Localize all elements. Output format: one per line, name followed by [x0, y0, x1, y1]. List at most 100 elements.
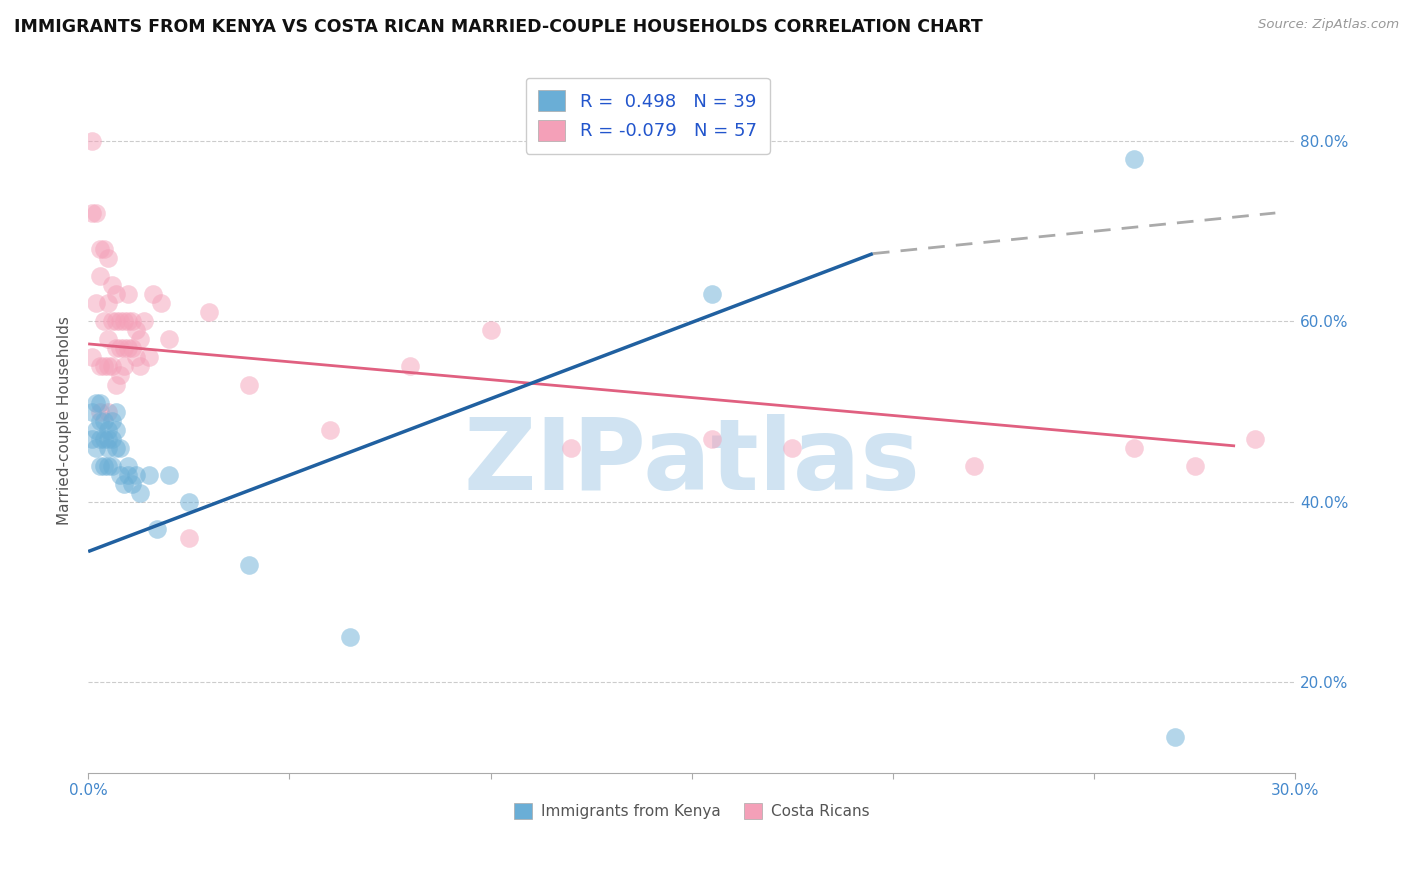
Point	[101, 458, 124, 473]
Point	[1123, 152, 1146, 166]
Point	[112, 476, 135, 491]
Point	[125, 467, 148, 482]
Point	[700, 432, 723, 446]
Point	[1184, 458, 1206, 473]
Point	[101, 278, 124, 293]
Point	[177, 531, 200, 545]
Point	[1123, 441, 1146, 455]
Point	[89, 242, 111, 256]
Point	[105, 314, 128, 328]
Point	[117, 287, 139, 301]
Point	[138, 467, 160, 482]
Text: IMMIGRANTS FROM KENYA VS COSTA RICAN MARRIED-COUPLE HOUSEHOLDS CORRELATION CHART: IMMIGRANTS FROM KENYA VS COSTA RICAN MAR…	[14, 18, 983, 36]
Point	[560, 441, 582, 455]
Point	[93, 359, 115, 374]
Point	[962, 458, 984, 473]
Point	[101, 432, 124, 446]
Point	[82, 432, 104, 446]
Point	[89, 269, 111, 284]
Point	[110, 314, 132, 328]
Point	[89, 359, 111, 374]
Point	[141, 287, 163, 301]
Point	[97, 458, 120, 473]
Point	[105, 423, 128, 437]
Point	[97, 332, 120, 346]
Point	[121, 342, 143, 356]
Point	[110, 467, 132, 482]
Point	[105, 287, 128, 301]
Point	[93, 432, 115, 446]
Legend: Immigrants from Kenya, Costa Ricans: Immigrants from Kenya, Costa Ricans	[508, 797, 876, 825]
Point	[97, 251, 120, 265]
Point	[157, 332, 180, 346]
Point	[112, 359, 135, 374]
Point	[97, 404, 120, 418]
Point	[82, 351, 104, 365]
Point	[238, 558, 260, 573]
Text: Source: ZipAtlas.com: Source: ZipAtlas.com	[1258, 18, 1399, 31]
Point	[105, 441, 128, 455]
Point	[89, 432, 111, 446]
Point	[399, 359, 422, 374]
Point	[101, 314, 124, 328]
Point	[782, 441, 804, 455]
Point	[84, 395, 107, 409]
Point	[82, 206, 104, 220]
Point	[198, 305, 221, 319]
Point	[84, 441, 107, 455]
Point	[93, 242, 115, 256]
Point	[93, 414, 115, 428]
Point	[101, 359, 124, 374]
Point	[1244, 432, 1267, 446]
Point	[112, 342, 135, 356]
Point	[134, 314, 156, 328]
Point	[238, 377, 260, 392]
Point	[117, 467, 139, 482]
Point	[97, 432, 120, 446]
Point	[89, 414, 111, 428]
Point	[105, 342, 128, 356]
Point	[84, 296, 107, 310]
Point	[117, 314, 139, 328]
Point	[97, 423, 120, 437]
Point	[318, 423, 340, 437]
Point	[339, 630, 361, 644]
Point	[125, 323, 148, 337]
Point	[89, 458, 111, 473]
Point	[110, 368, 132, 383]
Point	[93, 314, 115, 328]
Point	[110, 441, 132, 455]
Point	[110, 342, 132, 356]
Point	[117, 342, 139, 356]
Point	[112, 314, 135, 328]
Y-axis label: Married-couple Households: Married-couple Households	[58, 316, 72, 525]
Point	[145, 522, 167, 536]
Point	[700, 287, 723, 301]
Point	[125, 351, 148, 365]
Point	[157, 467, 180, 482]
Point	[117, 458, 139, 473]
Point	[1164, 730, 1187, 744]
Point	[97, 359, 120, 374]
Point	[89, 395, 111, 409]
Point	[129, 359, 152, 374]
Point	[84, 423, 107, 437]
Point	[93, 458, 115, 473]
Point	[121, 476, 143, 491]
Point	[129, 332, 152, 346]
Point	[82, 404, 104, 418]
Point	[149, 296, 172, 310]
Point	[129, 486, 152, 500]
Point	[82, 134, 104, 148]
Point	[121, 314, 143, 328]
Point	[101, 414, 124, 428]
Point	[138, 351, 160, 365]
Point	[479, 323, 502, 337]
Point	[177, 495, 200, 509]
Point	[97, 296, 120, 310]
Point	[105, 404, 128, 418]
Point	[97, 441, 120, 455]
Point	[89, 404, 111, 418]
Text: ZIPatlas: ZIPatlas	[464, 415, 921, 511]
Point	[84, 206, 107, 220]
